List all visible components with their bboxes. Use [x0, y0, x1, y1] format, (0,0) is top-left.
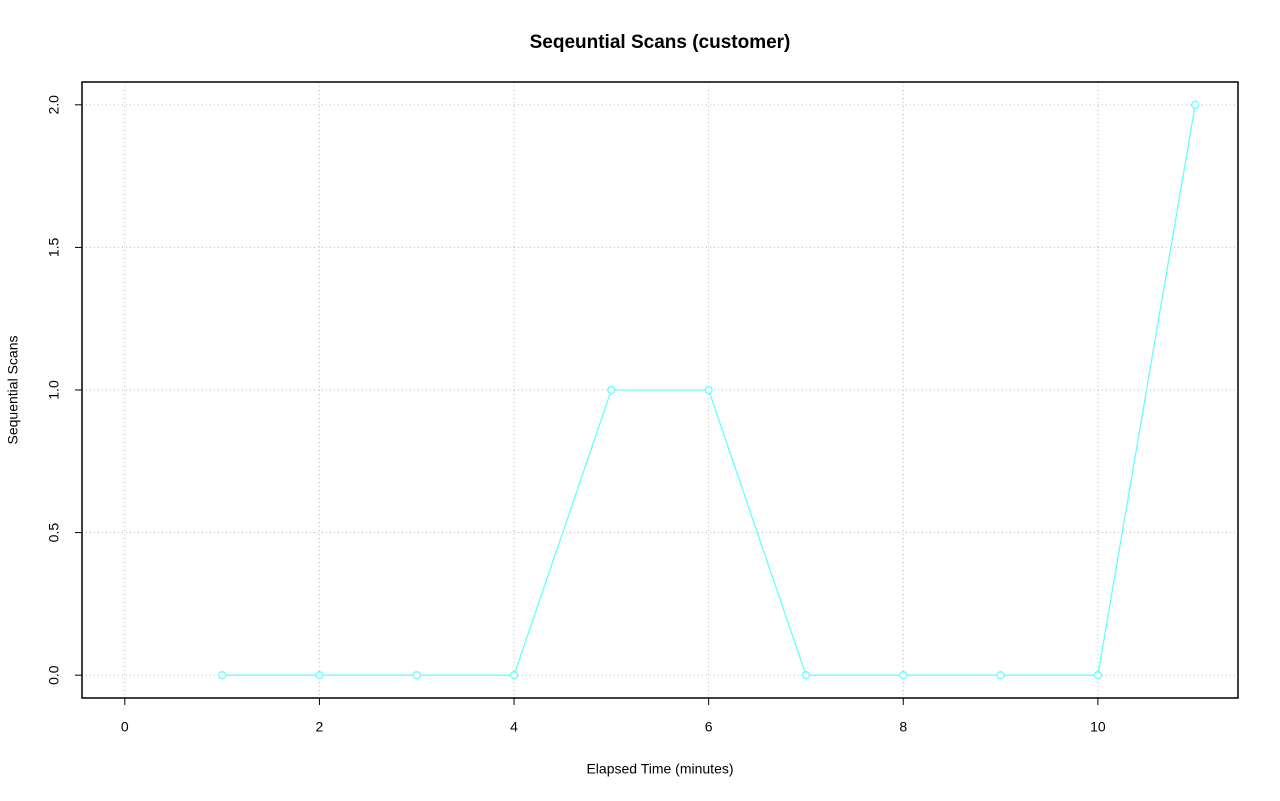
y-tick-label: 2.0	[46, 95, 62, 115]
y-tick-label: 1.0	[46, 380, 62, 400]
data-point	[412, 671, 421, 680]
y-axis-label: Sequential Scans	[5, 336, 21, 445]
x-tick-label: 6	[705, 719, 713, 735]
y-tick-label: 0.5	[46, 523, 62, 543]
data-point	[509, 671, 519, 680]
data-point	[1093, 671, 1103, 680]
data-point	[315, 671, 324, 680]
data-point	[801, 671, 811, 680]
x-tick-label: 10	[1090, 719, 1106, 735]
x-tick-label: 8	[899, 719, 907, 735]
x-tick-label: 2	[316, 719, 324, 735]
data-point	[217, 671, 227, 680]
x-axis-label: Elapsed Time (minutes)	[586, 761, 733, 777]
y-tick-label: 1.5	[46, 237, 62, 257]
data-point	[899, 671, 908, 680]
data-point	[704, 385, 713, 395]
chart-title: Seqeuntial Scans (customer)	[530, 32, 791, 53]
x-tick-label: 0	[121, 719, 129, 735]
x-tick-label: 4	[510, 719, 518, 735]
plot-frame	[81, 81, 1239, 699]
data-point	[996, 671, 1005, 680]
data-point	[1191, 100, 1200, 109]
y-tick-label: 0.0	[46, 665, 62, 685]
data-point	[607, 385, 616, 395]
